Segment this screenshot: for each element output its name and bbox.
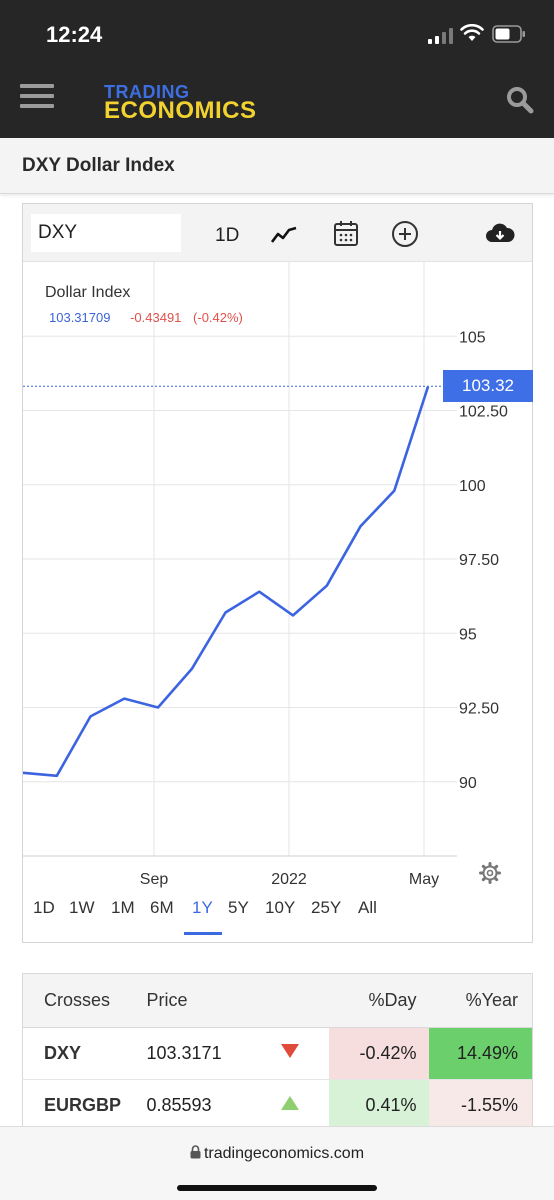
header-direction xyxy=(250,973,329,1028)
status-time: 12:24 xyxy=(46,22,103,47)
chart-series-values: 103.31709 -0.43491 (-0.42%) xyxy=(49,310,243,325)
header-day[interactable]: %Day xyxy=(328,973,429,1028)
chart-series-name: Dollar Index xyxy=(45,284,131,301)
range-6m[interactable]: 6M xyxy=(150,898,174,917)
browser-address-bar: tradingeconomics.com xyxy=(0,1126,554,1200)
logo-top-text: TRADING xyxy=(104,82,190,102)
y-tick-label: 90 xyxy=(459,775,477,792)
range-1m[interactable]: 1M xyxy=(111,898,135,917)
price-chart[interactable]: 90 92.50 95 97.50 100 102.50 105 Sep 2022 May xyxy=(23,262,532,898)
table-row[interactable]: EURGBP 0.85593 0.41% -1.55% xyxy=(22,1079,533,1132)
crosses-table: Crosses Price %Day %Year DXY 103.3171 -0… xyxy=(22,973,533,1132)
chart-type-line-icon[interactable] xyxy=(271,226,297,244)
cross-day-change: 0.41% xyxy=(328,1079,429,1132)
calendar-icon[interactable] xyxy=(333,219,359,247)
range-1y[interactable]: 1Y xyxy=(192,898,213,917)
header-price[interactable]: Price xyxy=(146,973,251,1028)
cross-symbol[interactable]: EURGBP xyxy=(22,1079,147,1132)
range-5y[interactable]: 5Y xyxy=(228,898,249,917)
cross-year-change: -1.55% xyxy=(428,1079,533,1132)
down-arrow-icon xyxy=(250,1027,329,1080)
page-title-bar: DXY Dollar Index xyxy=(0,138,554,194)
table-row[interactable]: DXY 103.3171 -0.42% 14.49% xyxy=(22,1027,533,1080)
x-tick-label: May xyxy=(409,871,439,888)
home-indicator xyxy=(177,1185,377,1191)
y-tick-label: 97.50 xyxy=(459,552,499,569)
trading-economics-logo[interactable]: TRADING ECONOMICS xyxy=(104,83,257,123)
price-change: -0.43491 xyxy=(130,310,182,325)
price-change-percent: (-0.42%) xyxy=(193,310,243,325)
y-tick-label: 92.50 xyxy=(459,701,499,718)
url-display[interactable]: tradingeconomics.com xyxy=(0,1145,554,1163)
chart-toolbar: 1D xyxy=(23,204,532,262)
header-crosses[interactable]: Crosses xyxy=(22,973,147,1028)
range-25y[interactable]: 25Y xyxy=(311,898,342,917)
interval-button[interactable]: 1D xyxy=(215,225,240,246)
status-bar: 12:24 xyxy=(0,0,554,66)
table-header-row: Crosses Price %Day %Year xyxy=(22,973,533,1028)
range-1w[interactable]: 1W xyxy=(69,898,95,917)
battery-icon xyxy=(492,25,525,43)
symbol-input[interactable] xyxy=(31,214,181,252)
logo-bottom-text: ECONOMICS xyxy=(104,97,257,124)
y-tick-label: 100 xyxy=(459,478,486,495)
y-tick-label: 102.50 xyxy=(459,404,508,421)
site-header: TRADING ECONOMICS xyxy=(0,66,554,138)
wifi-icon xyxy=(460,24,484,41)
x-tick-label: Sep xyxy=(140,871,169,888)
cross-price: 103.3171 xyxy=(146,1027,251,1080)
cross-year-change: 14.49% xyxy=(428,1027,533,1080)
range-10y[interactable]: 10Y xyxy=(265,898,296,917)
chart-panel: 1D 9092.509597.50100102.50105Sep2022May … xyxy=(22,203,533,943)
range-all[interactable]: All xyxy=(358,898,377,917)
x-tick-label: 2022 xyxy=(271,871,307,888)
active-range-underline xyxy=(184,932,222,935)
header-year[interactable]: %Year xyxy=(428,973,533,1028)
range-selector: 1D 1W 1M 6M 1Y 5Y 10Y 25Y All xyxy=(23,898,532,942)
add-indicator-icon[interactable] xyxy=(391,220,419,248)
y-tick-label: 95 xyxy=(459,626,477,643)
lock-icon xyxy=(190,1145,201,1159)
range-1d[interactable]: 1D xyxy=(33,898,55,917)
chart-settings-gear-icon[interactable] xyxy=(479,862,501,884)
url-text: tradingeconomics.com xyxy=(203,1145,365,1162)
current-price-tag: 103.32 xyxy=(443,370,533,403)
up-arrow-icon xyxy=(250,1079,329,1132)
last-price: 103.31709 xyxy=(49,310,111,325)
page-title: DXY Dollar Index xyxy=(22,155,175,176)
hamburger-menu-icon[interactable] xyxy=(20,84,54,108)
download-cloud-icon[interactable] xyxy=(485,222,515,246)
series-line-dollar-index xyxy=(23,386,430,778)
signal-icon xyxy=(428,28,453,44)
cross-price: 0.85593 xyxy=(146,1079,251,1132)
y-tick-label: 105 xyxy=(459,329,486,346)
cross-day-change: -0.42% xyxy=(328,1027,429,1080)
search-icon[interactable] xyxy=(506,86,534,114)
cross-symbol[interactable]: DXY xyxy=(22,1027,147,1080)
